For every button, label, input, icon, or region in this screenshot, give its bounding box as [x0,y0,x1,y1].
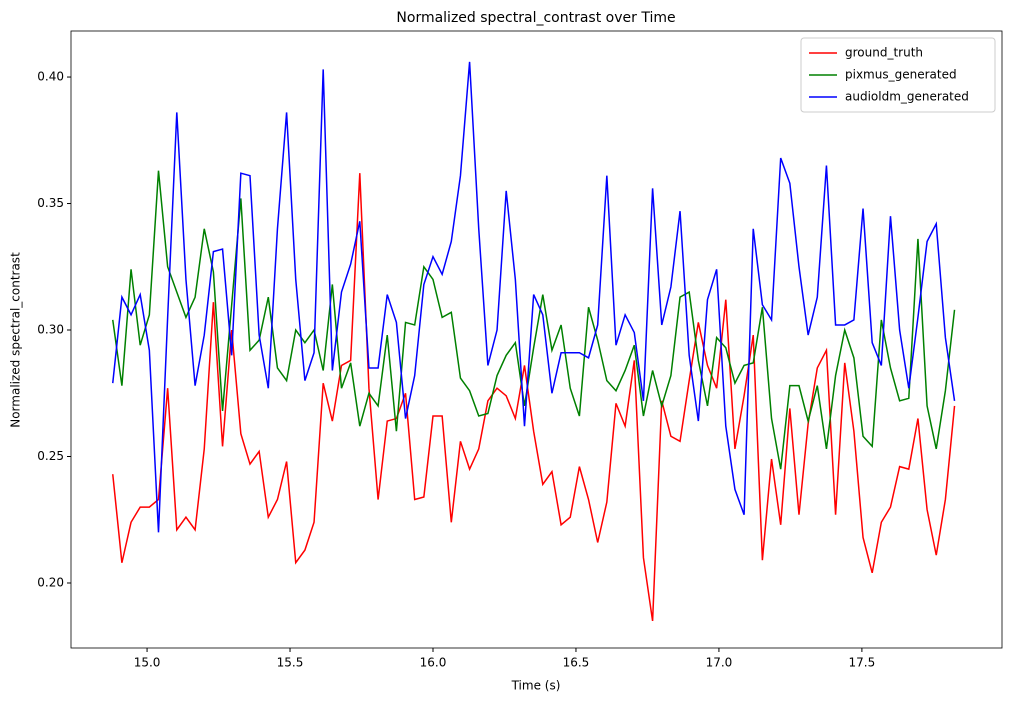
legend-label: pixmus_generated [845,68,957,82]
x-tick-label: 16.5 [563,656,590,670]
x-tick-label: 15.0 [134,656,161,670]
x-axis-label: Time (s) [511,679,561,693]
legend-box [800,37,996,113]
line-series [112,61,956,533]
x-tick-label: 15.5 [277,656,304,670]
y-tick-label: 0.40 [37,70,64,84]
x-tick-label: 17.0 [706,656,733,670]
legend-label: audioldm_generated [845,90,969,104]
y-axis-label: Normalized spectral_contrast [9,252,23,428]
x-tick-label: 17.5 [849,656,876,670]
chart-title: Normalized spectral_contrast over Time [396,10,675,26]
plot-frame [70,30,1003,649]
line-series [112,170,956,470]
y-tick-label: 0.20 [37,575,64,589]
legend-label: ground_truth [845,46,923,60]
y-tick-label: 0.25 [37,449,64,463]
line-series [112,173,956,622]
x-tick-label: 16.0 [420,656,447,670]
y-tick-label: 0.30 [37,323,64,337]
y-tick-label: 0.35 [37,196,64,210]
